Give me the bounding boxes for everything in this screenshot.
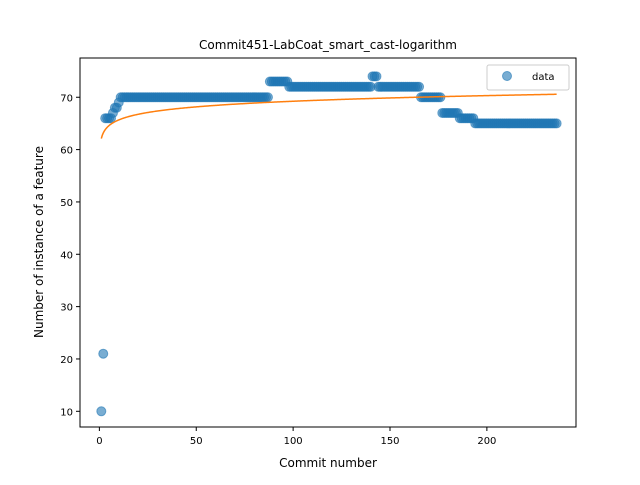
- y-tick-label: 10: [60, 407, 73, 418]
- y-tick-label: 40: [60, 250, 73, 261]
- y-tick-label: 50: [60, 198, 73, 209]
- chart-title: Commit451-LabCoat_smart_cast-logarithm: [199, 38, 457, 52]
- legend-box: [487, 65, 569, 90]
- x-axis-label: Commit number: [279, 456, 377, 470]
- data-point: [97, 407, 106, 416]
- x-tick-label: 0: [96, 436, 102, 447]
- y-tick-label: 30: [60, 303, 73, 314]
- data-point: [99, 349, 108, 358]
- x-tick-label: 100: [284, 436, 303, 447]
- data-point: [415, 82, 424, 91]
- y-tick-label: 60: [60, 146, 73, 157]
- data-point: [263, 93, 272, 102]
- y-axis-label: Number of instance of a feature: [32, 146, 46, 338]
- x-tick-label: 150: [380, 436, 399, 447]
- legend-marker-data: [503, 72, 512, 81]
- y-tick-label: 70: [60, 93, 73, 104]
- x-tick-label: 50: [190, 436, 203, 447]
- x-tick-label: 200: [477, 436, 496, 447]
- data-point: [372, 72, 381, 81]
- data-point: [552, 119, 561, 128]
- legend: data: [487, 65, 569, 90]
- legend-entry-data: data: [532, 72, 555, 83]
- y-tick-label: 20: [60, 355, 73, 366]
